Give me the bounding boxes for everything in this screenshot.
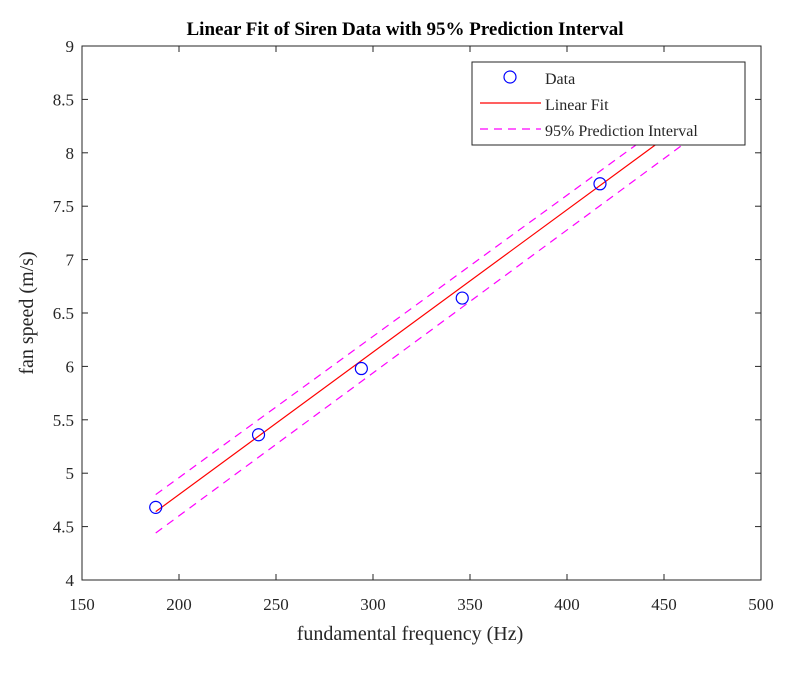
x-tick-label: 500: [748, 595, 774, 614]
axes-box: [81, 45, 762, 581]
x-tick-label: 450: [651, 595, 677, 614]
y-tick-label: 5: [66, 464, 75, 483]
data-point: [251, 428, 266, 442]
y-tick-label: 7: [66, 251, 75, 270]
x-tick-label: 350: [457, 595, 483, 614]
y-axis-label: fan speed (m/s): [16, 251, 38, 374]
chart-title: Linear Fit of Siren Data with 95% Predic…: [187, 19, 624, 40]
axis-ticks: [81, 45, 762, 581]
data-point: [354, 361, 368, 376]
x-tick-label: 150: [69, 595, 95, 614]
legend-data-label: Data: [545, 71, 575, 88]
x-tick-label: 400: [554, 595, 580, 614]
y-tick-label: 5.5: [53, 411, 74, 430]
prediction-interval-lower-line: [155, 143, 684, 534]
data-point: [149, 500, 163, 514]
x-tick-labels: 150 200 250 300 350 400 450 500: [69, 595, 774, 614]
data-point: [455, 291, 469, 305]
y-tick-labels: 4 4.5 5 5.5 6 6.5 7 7.5 8 8.5 9: [53, 37, 75, 590]
linear-fit-line: [155, 143, 657, 513]
y-tick-label: 8.5: [53, 90, 74, 109]
y-tick-label: 7.5: [53, 197, 74, 216]
legend-data-marker: [503, 70, 517, 84]
data-point: [593, 177, 607, 191]
x-tick-label: 300: [360, 595, 386, 614]
y-tick-label: 4: [66, 571, 75, 590]
y-tick-label: 8: [66, 144, 75, 163]
y-tick-label: 6: [66, 357, 75, 376]
legend-fit-label: Linear Fit: [545, 97, 609, 114]
x-axis-label: fundamental frequency (Hz): [297, 623, 524, 645]
legend-interval-label: 95% Prediction Interval: [545, 123, 698, 140]
legend: Data Linear Fit 95% Prediction Interval: [471, 61, 746, 146]
x-tick-label: 200: [166, 595, 192, 614]
x-tick-label: 250: [263, 595, 289, 614]
y-tick-label: 9: [66, 37, 75, 56]
series-layer: [149, 112, 684, 534]
prediction-interval-upper-line: [155, 112, 680, 496]
y-tick-label: 4.5: [53, 518, 74, 537]
y-tick-label: 6.5: [53, 304, 74, 323]
